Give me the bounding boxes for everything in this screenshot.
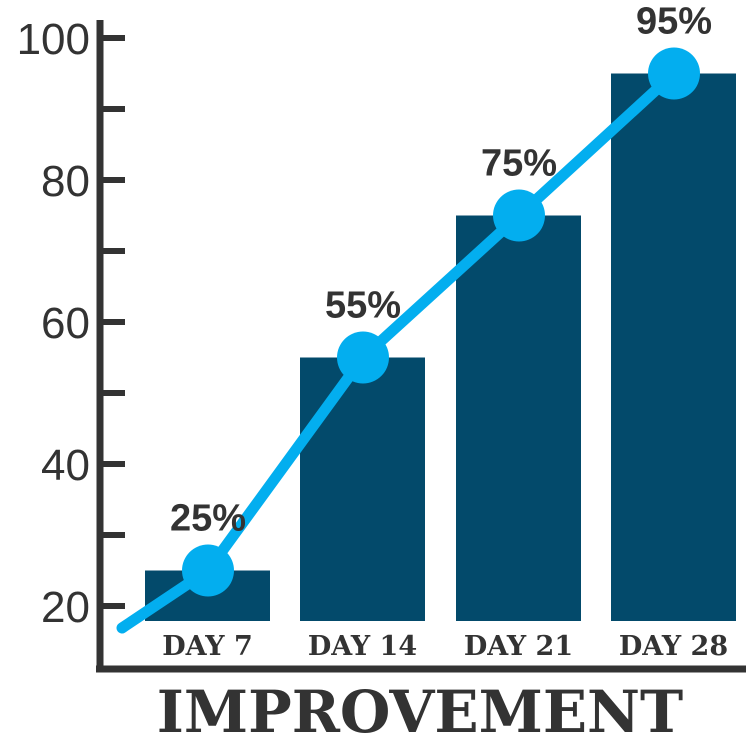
category-label: DAY 21 [464, 631, 573, 662]
data-label: 95% [636, 1, 712, 43]
trend-point [182, 544, 234, 597]
data-label: 25% [170, 498, 246, 540]
y-tick-label: 20 [41, 583, 90, 632]
y-tick-label: 80 [41, 157, 90, 206]
y-tick-label: 60 [41, 299, 90, 348]
category-label: DAY 7 [162, 631, 252, 662]
x-axis-title: IMPROVEMENT [157, 678, 683, 736]
trend-point [493, 189, 545, 242]
y-tick-label: 100 [17, 15, 90, 64]
trend-point [337, 331, 389, 384]
y-tick-label: 40 [41, 441, 90, 490]
bar-day-21 [456, 215, 581, 621]
trend-point [648, 47, 700, 100]
category-label: DAY 14 [308, 631, 417, 662]
bar-day-28 [611, 73, 736, 621]
data-label: 55% [325, 285, 401, 327]
data-label: 75% [481, 143, 557, 185]
bar-day-14 [300, 357, 425, 621]
category-label: DAY 28 [619, 631, 728, 662]
